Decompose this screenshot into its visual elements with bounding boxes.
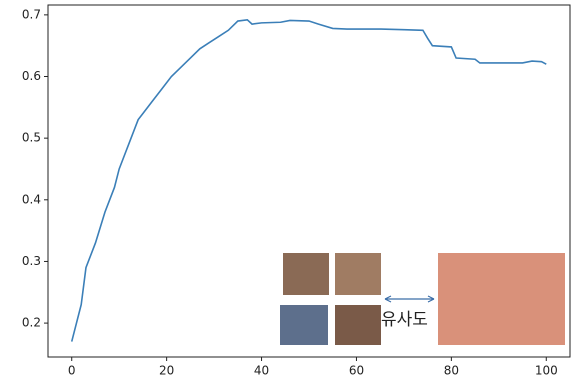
- x-tick-label: 80: [444, 364, 459, 378]
- annotation: 유사도: [381, 310, 428, 330]
- photo: [283, 253, 329, 295]
- photo: [438, 253, 565, 345]
- x-tick-label: 60: [349, 364, 364, 378]
- y-tick-label: 0.2: [22, 316, 41, 330]
- chart: 0.2 0.3 0.4 0.5 0.6 0.7 0 20 40 60 80 100 유사도: [0, 0, 584, 387]
- photo: [335, 305, 381, 345]
- y-tick-label: 0.3: [22, 254, 41, 268]
- photo: [335, 253, 381, 295]
- inset-photos: [280, 253, 565, 345]
- y-tick-label: 0.6: [22, 69, 41, 83]
- x-tick-label: 0: [68, 364, 76, 378]
- y-tick-label: 0.5: [22, 131, 41, 145]
- x-tick-label: 100: [535, 364, 558, 378]
- photo: [280, 305, 328, 345]
- x-tick-label: 40: [254, 364, 269, 378]
- y-tick-label: 0.7: [22, 7, 41, 21]
- x-tick-label: 20: [159, 364, 174, 378]
- y-tick-label: 0.4: [22, 192, 41, 206]
